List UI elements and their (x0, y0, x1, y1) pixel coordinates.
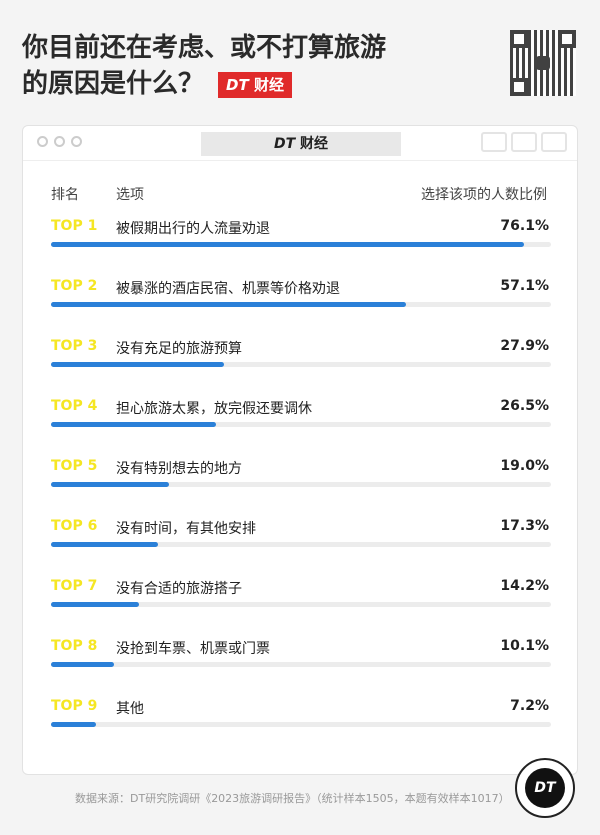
maximize-icon (71, 136, 82, 147)
window-button-icon (511, 132, 537, 152)
bar (51, 662, 114, 667)
bar-track (51, 542, 551, 547)
window-titlebar: DT 财经 (23, 126, 577, 161)
option-label: 没有合适的旅游搭子 (116, 581, 242, 597)
brand-cn: 财经 (253, 75, 284, 94)
bar-track (51, 722, 551, 727)
bar-row: TOP 7 没有合适的旅游搭子 14.2% (23, 578, 579, 638)
option-label: 担心旅游太累，放完假还要调休 (116, 401, 312, 417)
window-button-icon (481, 132, 507, 152)
page-title: 你目前还在考虑、或不打算旅游 的原因是什么？ DT 财经 (22, 30, 386, 102)
dt-logo: DT (515, 758, 575, 818)
bar (51, 362, 225, 367)
rank-label: TOP 6 (51, 518, 98, 534)
option-label: 没抢到车票、机票或门票 (116, 641, 270, 657)
window-title-dt: DT (273, 136, 296, 152)
bar-track (51, 242, 551, 247)
column-header-value: 选择该项的人数比例 (421, 187, 547, 203)
bar-row: TOP 9 其他 7.2% (23, 698, 579, 758)
value-label: 17.3% (500, 518, 549, 534)
dt-logo-text: DT (525, 768, 565, 808)
bar (51, 602, 140, 607)
window-title: DT 财经 (201, 132, 401, 156)
rank-label: TOP 7 (51, 578, 98, 594)
bar-row: TOP 1 被假期出行的人流量劝退 76.1% (23, 218, 579, 278)
column-header-option: 选项 (116, 187, 144, 203)
value-label: 76.1% (500, 218, 549, 234)
bar-row: TOP 8 没抢到车票、机票或门票 10.1% (23, 638, 579, 698)
chart-window: DT 财经 排名 选项 选择该项的人数比例 TOP 1 被假期出行的人流量劝退 … (22, 125, 578, 775)
option-label: 没有时间，有其他安排 (116, 521, 256, 537)
title-line-2: 的原因是什么？ (22, 69, 205, 99)
rank-label: TOP 4 (51, 398, 98, 414)
rank-label: TOP 1 (51, 218, 98, 234)
value-label: 7.2% (510, 698, 549, 714)
option-label: 被暴涨的酒店民宿、机票等价格劝退 (116, 281, 340, 297)
rank-label: TOP 2 (51, 278, 98, 294)
bar-track (51, 422, 551, 427)
bar-row: TOP 3 没有充足的旅游预算 27.9% (23, 338, 579, 398)
bar (51, 302, 406, 307)
value-label: 14.2% (500, 578, 549, 594)
bar-track (51, 302, 551, 307)
option-label: 其他 (116, 701, 144, 717)
value-label: 26.5% (500, 398, 549, 414)
bar-row: TOP 2 被暴涨的酒店民宿、机票等价格劝退 57.1% (23, 278, 579, 338)
column-header-rank: 排名 (51, 187, 79, 203)
title-line-1: 你目前还在考虑、或不打算旅游 (22, 33, 387, 63)
option-label: 被假期出行的人流量劝退 (116, 221, 270, 237)
bar-track (51, 482, 551, 487)
brand-dt: DT (226, 75, 249, 94)
rank-label: TOP 5 (51, 458, 98, 474)
window-buttons (481, 132, 567, 152)
data-source: 数据来源：DT研究院调研《2023旅游调研报告》（统计样本1505，本题有效样本… (75, 792, 510, 805)
value-label: 19.0% (500, 458, 549, 474)
bar (51, 722, 96, 727)
close-icon (37, 136, 48, 147)
option-label: 没有充足的旅游预算 (116, 341, 242, 357)
bar-track (51, 662, 551, 667)
bar-row: TOP 4 担心旅游太累，放完假还要调休 26.5% (23, 398, 579, 458)
bar (51, 242, 524, 247)
qr-code-icon (510, 30, 576, 96)
value-label: 10.1% (500, 638, 549, 654)
brand-badge: DT 财经 (218, 71, 292, 98)
rank-label: TOP 3 (51, 338, 98, 354)
bar (51, 482, 169, 487)
window-button-icon (541, 132, 567, 152)
window-title-cn: 财经 (300, 136, 329, 152)
window-controls (37, 136, 82, 147)
bar-row: TOP 6 没有时间，有其他安排 17.3% (23, 518, 579, 578)
bar (51, 422, 216, 427)
value-label: 57.1% (500, 278, 549, 294)
option-label: 没有特别想去的地方 (116, 461, 242, 477)
rank-label: TOP 9 (51, 698, 98, 714)
rank-label: TOP 8 (51, 638, 98, 654)
bar-row: TOP 5 没有特别想去的地方 19.0% (23, 458, 579, 518)
bar-track (51, 362, 551, 367)
value-label: 27.9% (500, 338, 549, 354)
minimize-icon (54, 136, 65, 147)
bar-track (51, 602, 551, 607)
bar (51, 542, 159, 547)
